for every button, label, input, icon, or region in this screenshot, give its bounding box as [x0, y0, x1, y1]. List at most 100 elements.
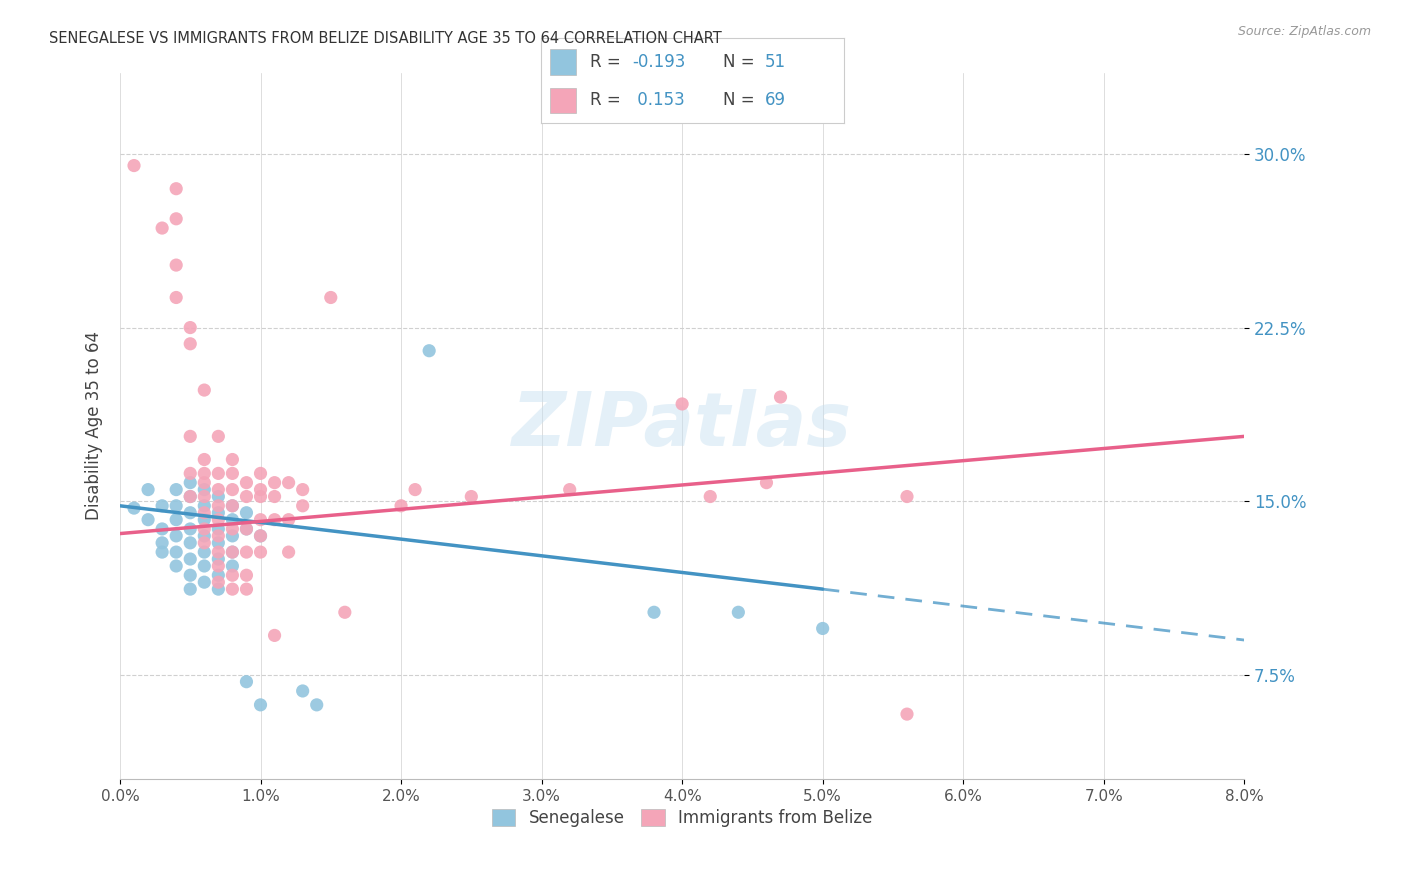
Point	[221, 568, 243, 582]
Point	[207, 529, 229, 543]
Point	[165, 483, 187, 497]
Text: SENEGALESE VS IMMIGRANTS FROM BELIZE DISABILITY AGE 35 TO 64 CORRELATION CHART: SENEGALESE VS IMMIGRANTS FROM BELIZE DIS…	[49, 31, 721, 46]
Point	[207, 483, 229, 497]
Point	[165, 258, 187, 272]
Point	[193, 529, 215, 543]
Point	[179, 336, 201, 351]
Point	[193, 467, 215, 481]
Point	[193, 522, 215, 536]
Text: -0.193: -0.193	[633, 54, 685, 71]
Point	[207, 545, 229, 559]
Point	[643, 605, 665, 619]
Point	[179, 522, 201, 536]
Point	[150, 522, 173, 536]
Point	[165, 182, 187, 196]
Point	[249, 529, 271, 543]
Point	[136, 513, 159, 527]
Point	[558, 483, 581, 497]
Point	[193, 483, 215, 497]
Point	[277, 513, 299, 527]
Point	[249, 698, 271, 712]
Point	[249, 490, 271, 504]
Point	[418, 343, 440, 358]
Point	[277, 545, 299, 559]
Point	[263, 628, 285, 642]
Point	[179, 506, 201, 520]
Point	[769, 390, 792, 404]
Point	[263, 490, 285, 504]
Point	[207, 499, 229, 513]
Point	[235, 506, 257, 520]
Point	[165, 513, 187, 527]
Point	[291, 684, 314, 698]
Point	[896, 490, 918, 504]
Point	[404, 483, 426, 497]
FancyBboxPatch shape	[550, 49, 576, 75]
Point	[207, 506, 229, 520]
Point	[460, 490, 482, 504]
Point	[122, 159, 145, 173]
Point	[179, 467, 201, 481]
Point	[207, 582, 229, 596]
Point	[333, 605, 356, 619]
Point	[150, 536, 173, 550]
Point	[193, 475, 215, 490]
Point	[221, 483, 243, 497]
Point	[235, 475, 257, 490]
Point	[179, 490, 201, 504]
Point	[193, 499, 215, 513]
Point	[249, 545, 271, 559]
Point	[207, 552, 229, 566]
Point	[221, 499, 243, 513]
Point	[291, 483, 314, 497]
Point	[235, 545, 257, 559]
Point	[235, 490, 257, 504]
Point	[193, 559, 215, 574]
Text: Source: ZipAtlas.com: Source: ZipAtlas.com	[1237, 25, 1371, 38]
Text: 51: 51	[765, 54, 786, 71]
Point	[727, 605, 749, 619]
Point	[179, 552, 201, 566]
Point	[305, 698, 328, 712]
Point	[179, 536, 201, 550]
Point	[699, 490, 721, 504]
Point	[179, 568, 201, 582]
Point	[193, 490, 215, 504]
Point	[221, 499, 243, 513]
Point	[221, 545, 243, 559]
Point	[235, 522, 257, 536]
Point	[193, 536, 215, 550]
Point	[165, 291, 187, 305]
Point	[277, 475, 299, 490]
Point	[193, 452, 215, 467]
Point	[263, 513, 285, 527]
Point	[150, 499, 173, 513]
Point	[165, 529, 187, 543]
Point	[207, 568, 229, 582]
Text: 69: 69	[765, 91, 786, 109]
Point	[122, 501, 145, 516]
Point	[193, 506, 215, 520]
Point	[207, 467, 229, 481]
Point	[221, 559, 243, 574]
Point	[235, 582, 257, 596]
Point	[193, 513, 215, 527]
Point	[179, 429, 201, 443]
Point	[319, 291, 342, 305]
Point	[221, 529, 243, 543]
Point	[165, 211, 187, 226]
Point	[207, 522, 229, 536]
Point	[179, 490, 201, 504]
Point	[389, 499, 412, 513]
Text: R =: R =	[589, 54, 626, 71]
Point	[193, 383, 215, 397]
Point	[150, 221, 173, 235]
Y-axis label: Disability Age 35 to 64: Disability Age 35 to 64	[86, 332, 103, 520]
Point	[221, 513, 243, 527]
Point	[179, 475, 201, 490]
Point	[221, 467, 243, 481]
Text: R =: R =	[589, 91, 626, 109]
Point	[165, 559, 187, 574]
Point	[235, 674, 257, 689]
Point	[291, 499, 314, 513]
